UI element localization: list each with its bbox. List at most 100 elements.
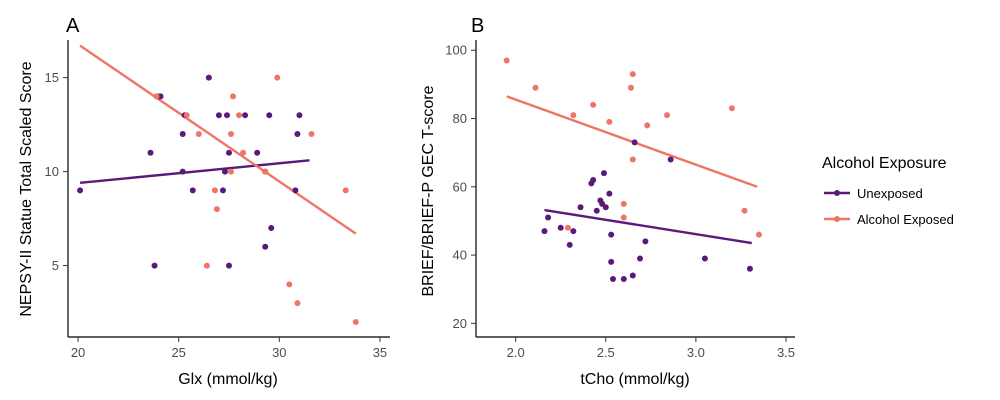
panel-a-point-exposed (274, 74, 281, 81)
panel-b-point-unexposed (566, 241, 573, 248)
panel-a-point-exposed (342, 187, 349, 194)
panel-b-point-unexposed (642, 238, 649, 245)
panel-a-point-unexposed (242, 112, 249, 119)
panel-b-y-axis-title: BRIEF/BRIEF-P GEC T-score (420, 85, 437, 296)
panel-b-point-exposed (564, 224, 571, 231)
panel-b-point-exposed (664, 112, 671, 119)
legend-swatch-dot-exposed (834, 216, 840, 222)
panel-b-point-unexposed (620, 275, 627, 282)
panel-a-y-tick-label: 10 (45, 164, 59, 179)
panel-a-point-unexposed (77, 187, 84, 194)
panel-a-point-exposed (213, 206, 220, 213)
panel-a-x-tick-label: 30 (272, 345, 286, 360)
panel-b-point-exposed (532, 84, 539, 91)
panel-b-point-unexposed (637, 255, 644, 262)
panel-b-point-exposed (606, 118, 613, 125)
panel-a-point-exposed (286, 281, 293, 288)
panel-b-point-unexposed (701, 255, 708, 262)
panel-b-ticks: 2.0 2.5 3.0 3.5 20 40 60 80 100 (445, 43, 795, 360)
panel-b-point-exposed (629, 156, 636, 163)
panel-a-point-exposed (230, 93, 237, 100)
panel-b-point-exposed (627, 84, 634, 91)
panel-b-point-exposed (741, 207, 748, 214)
panel-a-point-exposed (183, 112, 190, 119)
panel-a-point-exposed (195, 130, 202, 137)
panel-b-point-unexposed (577, 204, 584, 211)
panel-b-x-tick-label: 2.5 (597, 345, 615, 360)
panel-b-point-unexposed (541, 228, 548, 235)
panel-a-point-exposed (153, 93, 160, 100)
panel-b-x-tick-label: 2.0 (507, 345, 525, 360)
panel-b-point-unexposed (746, 265, 753, 272)
panel-a-point-exposed (352, 318, 359, 325)
panel-b-x-axis-title: tCho (mmol/kg) (580, 371, 689, 388)
panel-a-fit-lines (79, 44, 357, 235)
panel-b-point-unexposed (570, 228, 577, 235)
panel-a-point-unexposed (226, 149, 232, 156)
panel-b-point-exposed (629, 71, 636, 78)
panel-b-y-tick-label: 40 (453, 248, 467, 263)
panel-b-point-unexposed (545, 214, 552, 221)
panel-b-fit-lines (506, 95, 758, 245)
panel-b-point-exposed (590, 101, 597, 108)
panel-a-point-unexposed (266, 112, 273, 119)
panel-b-point-unexposed (609, 275, 616, 282)
panel-a-point-exposed (308, 130, 315, 137)
panel-a-point-unexposed (296, 112, 303, 119)
panel-a-point-unexposed (215, 112, 222, 119)
panel-b-point-exposed (503, 57, 510, 64)
panel-a-fit-line-exposed (79, 44, 357, 235)
panel-a-point-exposed (203, 262, 210, 269)
panel-a-point-exposed (294, 300, 301, 307)
panel-b-point-unexposed (606, 190, 613, 197)
panel-a-point-exposed (211, 187, 218, 194)
panel-a-x-tick-label: 35 (373, 345, 387, 360)
panel-a-y-tick-label: 15 (45, 70, 59, 85)
panel-b-y-tick-label: 100 (445, 43, 467, 58)
panel-b: B tCho (mmol/kg) BRIEF/BRIEF-P GEC T-sco… (420, 15, 795, 388)
panel-a-point-unexposed (262, 243, 269, 250)
panel-a-point-exposed (262, 168, 269, 175)
panel-b-point-unexposed (590, 176, 597, 183)
panel-b-point-exposed (728, 105, 735, 112)
legend: Alcohol Exposure Unexposed Alcohol Expos… (822, 155, 954, 227)
legend-label-exposed: Alcohol Exposed (857, 212, 954, 227)
panel-a-point-unexposed (226, 262, 232, 269)
panel-b-point-unexposed (608, 258, 615, 265)
panel-b-point-exposed (570, 112, 577, 119)
panel-a-fit-line-unexposed (79, 159, 310, 185)
panel-b-points (503, 57, 762, 282)
panel-a-point-exposed (228, 168, 235, 175)
panel-b-tag: B (471, 15, 484, 37)
panel-a-point-unexposed (179, 130, 186, 137)
panel-b-point-unexposed (629, 272, 636, 279)
panel-a-point-unexposed (268, 224, 275, 231)
panel-a-points (77, 74, 359, 325)
panel-b-point-exposed (755, 231, 762, 238)
panel-a-ticks: 20 25 30 35 5 10 15 (45, 70, 388, 360)
panel-b-point-unexposed (631, 139, 638, 146)
panel-a-point-unexposed (254, 149, 261, 156)
panel-a-point-exposed (240, 149, 247, 156)
panel-a-point-exposed (236, 112, 243, 119)
panel-a-point-unexposed (147, 149, 154, 156)
panel-b-y-tick-label: 20 (453, 316, 467, 331)
panel-b-fit-line-unexposed (544, 208, 752, 245)
panel-a-point-unexposed (205, 74, 212, 81)
legend-swatch-dot-unexposed (834, 190, 840, 196)
panel-b-point-unexposed (600, 170, 607, 177)
panel-b-x-tick-label: 3.5 (777, 345, 795, 360)
panel-b-y-tick-label: 60 (453, 179, 467, 194)
panel-a-x-tick-label: 25 (171, 345, 185, 360)
panel-a-point-unexposed (223, 112, 230, 119)
panel-a-x-axis-title: Glx (mmol/kg) (178, 371, 278, 388)
panel-a: A Glx (mmol/kg) NEPSY-II Statue Total Sc… (18, 15, 390, 388)
panel-a-point-unexposed (189, 187, 196, 194)
panel-a-point-exposed (228, 130, 235, 137)
panel-a-y-axis-title: NEPSY-II Statue Total Scaled Score (18, 61, 35, 316)
panel-a-point-unexposed (292, 187, 299, 194)
panel-b-point-unexposed (608, 231, 615, 238)
panel-b-point-unexposed (602, 204, 609, 211)
panel-b-y-tick-label: 80 (453, 111, 467, 126)
